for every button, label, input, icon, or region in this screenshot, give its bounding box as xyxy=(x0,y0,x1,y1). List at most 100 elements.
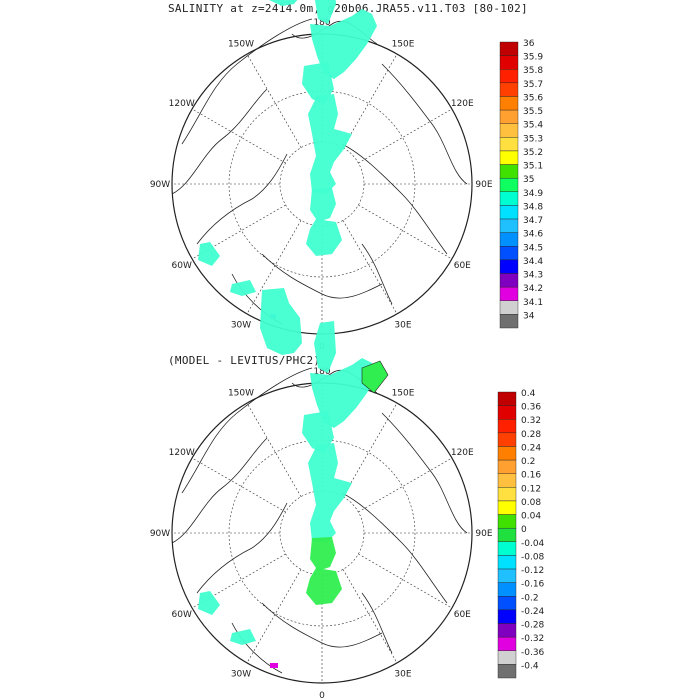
top-colorbar-label-12: 34.8 xyxy=(523,202,543,212)
bottom-colorbar-label-17: -0.28 xyxy=(521,621,545,631)
top-coastline-1 xyxy=(171,88,268,195)
top-colorbar-label-9: 35.1 xyxy=(523,162,543,172)
bottom-colorbar-label-16: -0.24 xyxy=(521,607,545,617)
bottom-colorbar-swatch-6 xyxy=(497,473,517,488)
top-colorbar-label-10: 35 xyxy=(523,175,534,185)
top-colorbar-swatch-4 xyxy=(499,96,519,111)
bottom-colorbar-swatch-5 xyxy=(497,459,517,474)
top-colorbar-label-20: 34 xyxy=(523,311,535,321)
bottom-colorbar-swatch-17 xyxy=(497,623,517,638)
top-coastline-6 xyxy=(261,253,383,299)
bottom-field-patch-atlanticLower xyxy=(310,537,336,571)
top-colorbar-swatch-3 xyxy=(499,82,519,97)
top-meridian-10 xyxy=(191,108,286,164)
bottom-colorbar-swatch-16 xyxy=(497,609,517,624)
bottom-colorbar-swatch-12 xyxy=(497,555,517,570)
top-colorbar-swatch-5 xyxy=(499,109,519,124)
bottom-colorbar-label-6: 0.16 xyxy=(521,471,541,481)
bottom-colorbar-swatch-10 xyxy=(497,527,517,543)
top-lon-label-3: 90E xyxy=(475,180,492,190)
bottom-colorbar-label-5: 0.2 xyxy=(521,457,535,467)
bottom-lon-label-6: 0 xyxy=(319,691,325,700)
bottom-lon-label-9: 90W xyxy=(150,529,170,539)
bottom-colorbar-label-1: 0.36 xyxy=(521,403,541,413)
bottom-colorbar-label-12: -0.08 xyxy=(521,552,545,562)
top-colorbar-label-6: 35.4 xyxy=(523,121,543,131)
top-meridian-2 xyxy=(358,108,453,164)
top-colorbar-swatch-0 xyxy=(499,41,519,56)
top-field-patch-gin xyxy=(306,219,342,256)
top-colorbar-swatch-12 xyxy=(499,205,519,220)
bottom-field-patch-gin xyxy=(306,568,342,605)
bottom-colorbar-label-3: 0.28 xyxy=(521,430,541,440)
bottom-coastline-7 xyxy=(231,622,283,674)
bottom-meridian-4 xyxy=(358,553,453,609)
bottom-colorbar-label-7: 0.12 xyxy=(521,484,541,494)
bottom-meridian-11 xyxy=(246,402,302,497)
bottom-lon-label-0: 180 xyxy=(313,367,330,377)
bottom-coastline-4 xyxy=(381,412,468,534)
top-colorbar-swatch-11 xyxy=(499,191,519,206)
top-colorbar-swatch-14 xyxy=(499,232,519,247)
bottom-colorbar-swatch-9 xyxy=(497,514,517,529)
top-lon-label-2: 120E xyxy=(451,99,474,109)
bottom-colorbar-swatch-1 xyxy=(497,405,517,420)
top-colorbar-label-15: 34.5 xyxy=(523,243,543,253)
top-field-patch-pole xyxy=(302,62,334,104)
top-meridian-5 xyxy=(342,220,398,315)
top-coastline-0 xyxy=(181,18,313,145)
bottom-colorbar-swatch-19 xyxy=(497,650,517,665)
top-colorbar-swatch-16 xyxy=(499,259,519,274)
bottom-lon-label-2: 120E xyxy=(451,448,474,458)
bottom-colorbar-swatch-11 xyxy=(497,541,517,556)
top-colorbar-swatch-20 xyxy=(499,314,519,329)
top-colorbar-label-8: 35.2 xyxy=(523,148,543,158)
bottom-lon-label-8: 60W xyxy=(172,610,192,620)
bottom-colorbar-label-9: 0.04 xyxy=(521,512,541,522)
bottom-colorbar-label-13: -0.12 xyxy=(521,566,544,576)
top-coastline-2 xyxy=(196,153,288,245)
top-colorbar-swatch-18 xyxy=(499,286,519,301)
bottom-colorbar-swatch-15 xyxy=(497,596,517,611)
bottom-lon-label-3: 90E xyxy=(475,529,492,539)
bottom-colorbar-swatch-13 xyxy=(497,568,517,583)
top-lon-label-9: 90W xyxy=(150,180,170,190)
bottom-colorbar-label-19: -0.36 xyxy=(521,648,545,658)
bottom-lon-label-1: 150E xyxy=(392,389,415,399)
top-colorbar-label-17: 34.3 xyxy=(523,271,543,281)
bottom-coastline-0 xyxy=(181,367,313,494)
bottom-colorbar-label-8: 0.08 xyxy=(521,498,541,508)
bottom-lon-label-11: 150W xyxy=(228,389,254,399)
bottom-meridian-5 xyxy=(342,569,398,664)
top-lon-label-11: 150W xyxy=(228,40,254,50)
top-colorbar-swatch-19 xyxy=(499,300,519,315)
bottom-coastline-2 xyxy=(196,502,288,594)
bottom-colorbar-swatch-2 xyxy=(497,419,517,434)
top-colorbar-label-3: 35.7 xyxy=(523,80,543,90)
top-colorbar-label-13: 34.7 xyxy=(523,216,543,226)
top-field-patch-alaskaPatch xyxy=(269,0,298,6)
bottom-meridian-7 xyxy=(246,569,302,664)
top-colorbar-swatch-8 xyxy=(499,150,519,165)
top-map-title: SALINITY at z=2414.0m, g20b06.JRA55.v11.… xyxy=(168,2,528,15)
bottom-colorbar-label-14: -0.16 xyxy=(521,580,545,590)
top-colorbar-label-7: 35.3 xyxy=(523,134,543,144)
bottom-field-patch-southpatch xyxy=(230,629,256,645)
top-coastline-4 xyxy=(381,63,468,185)
top-lon-label-5: 30E xyxy=(394,320,411,330)
top-colorbar-label-0: 36 xyxy=(523,39,535,49)
top-colorbar-label-1: 35.9 xyxy=(523,53,543,63)
top-field-patch-ridgePatch xyxy=(310,9,377,79)
bottom-colorbar-swatch-8 xyxy=(497,500,517,515)
top-colorbar-swatch-13 xyxy=(499,218,519,233)
top-lon-label-4: 60E xyxy=(454,261,471,271)
top-field-patch-atlanticLower xyxy=(310,188,336,222)
bottom-field-patch-alaskaPatch xyxy=(260,288,302,355)
bottom-colorbar-swatch-3 xyxy=(497,432,517,447)
bottom-field-patch-ridgePatch xyxy=(310,358,377,428)
bottom-colorbar-swatch-14 xyxy=(497,582,517,597)
top-colorbar-label-4: 35.6 xyxy=(523,93,543,103)
bottom-field-patch-barentsPatch xyxy=(314,321,336,373)
bottom-lon-label-10: 120W xyxy=(169,448,195,458)
